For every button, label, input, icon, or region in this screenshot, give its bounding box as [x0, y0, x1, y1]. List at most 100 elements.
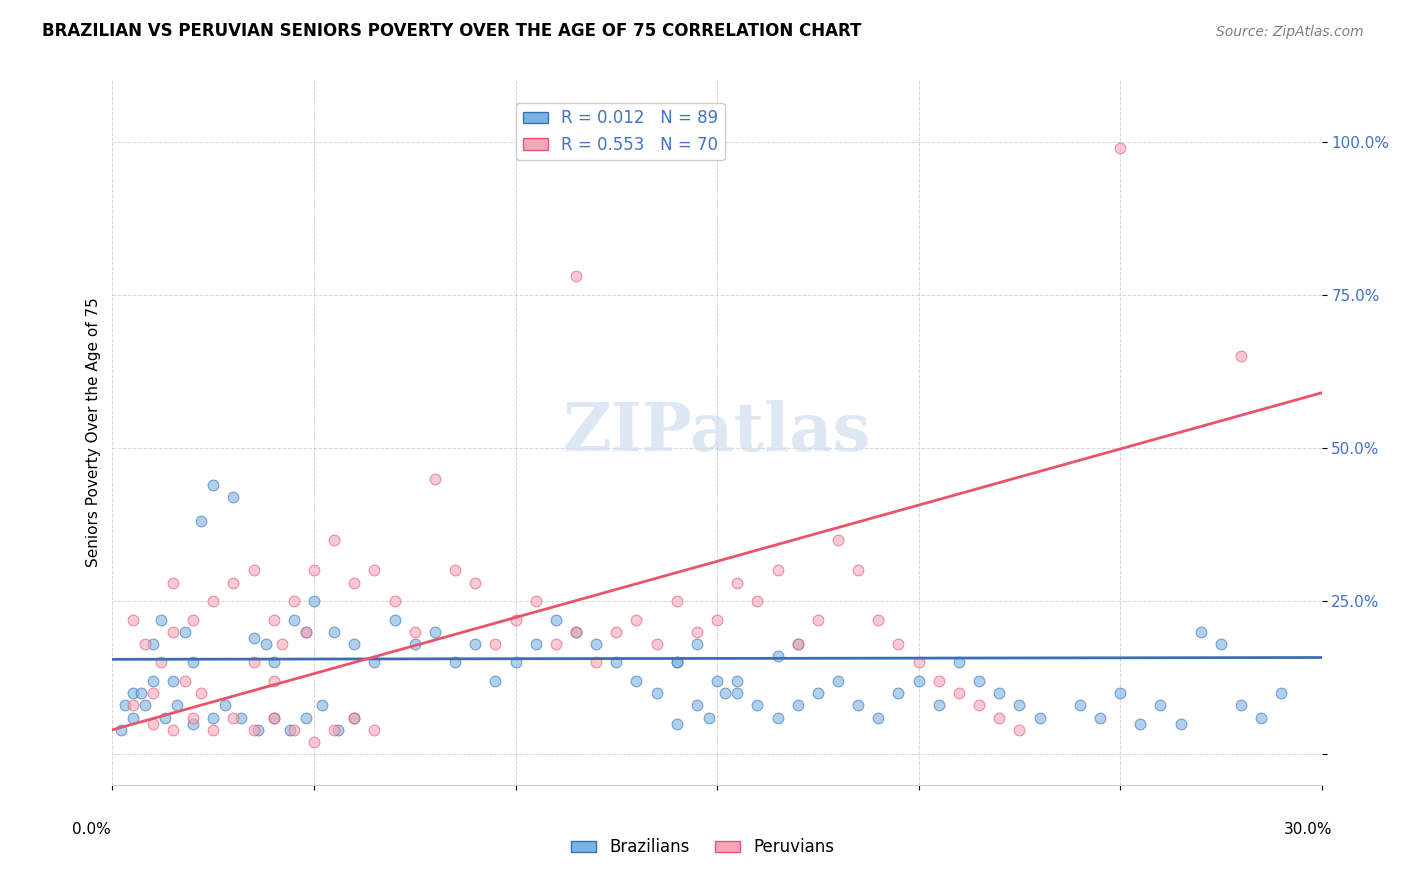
Point — [484, 637, 506, 651]
Point — [1109, 686, 1132, 700]
Point — [283, 594, 305, 608]
Point — [202, 710, 225, 724]
Point — [181, 656, 204, 670]
Point — [665, 716, 688, 731]
Point — [928, 698, 950, 713]
Point — [948, 686, 970, 700]
Text: 0.0%: 0.0% — [72, 822, 111, 837]
Point — [263, 710, 285, 724]
Point — [384, 594, 406, 608]
Point — [1088, 710, 1111, 724]
Point — [887, 637, 910, 651]
Point — [444, 564, 467, 578]
Point — [697, 710, 720, 724]
Point — [988, 686, 1011, 700]
Point — [907, 673, 929, 688]
Point — [295, 624, 318, 639]
Point — [242, 723, 264, 737]
Point — [988, 710, 1011, 724]
Legend: R = 0.012   N = 89, R = 0.553   N = 70: R = 0.012 N = 89, R = 0.553 N = 70 — [516, 103, 724, 161]
Point — [524, 594, 547, 608]
Point — [121, 686, 143, 700]
Point — [142, 637, 165, 651]
Point — [323, 723, 346, 737]
Y-axis label: Seniors Poverty Over the Age of 75: Seniors Poverty Over the Age of 75 — [86, 298, 101, 567]
Point — [423, 472, 446, 486]
Point — [142, 673, 165, 688]
Point — [565, 624, 588, 639]
Point — [907, 656, 929, 670]
Point — [1129, 716, 1152, 731]
Point — [202, 477, 225, 491]
Point — [1189, 624, 1212, 639]
Point — [190, 515, 212, 529]
Point — [311, 698, 333, 713]
Point — [1069, 698, 1091, 713]
Point — [766, 710, 789, 724]
Point — [190, 686, 212, 700]
Point — [786, 698, 808, 713]
Point — [363, 564, 385, 578]
Point — [505, 613, 527, 627]
Point — [242, 631, 264, 645]
Point — [846, 698, 869, 713]
Point — [423, 624, 446, 639]
Point — [665, 656, 688, 670]
Point — [404, 637, 426, 651]
Point — [174, 624, 197, 639]
Point — [404, 624, 426, 639]
Point — [384, 613, 406, 627]
Point — [827, 673, 849, 688]
Point — [786, 637, 808, 651]
Point — [295, 710, 318, 724]
Point — [1008, 723, 1031, 737]
Point — [585, 656, 607, 670]
Point — [786, 637, 808, 651]
Point — [605, 656, 627, 670]
Point — [162, 575, 184, 590]
Point — [222, 710, 245, 724]
Point — [263, 656, 285, 670]
Point — [766, 649, 789, 664]
Point — [142, 716, 165, 731]
Point — [121, 710, 143, 724]
Point — [302, 594, 325, 608]
Point — [142, 686, 165, 700]
Point — [686, 637, 709, 651]
Point — [343, 575, 366, 590]
Point — [263, 710, 285, 724]
Point — [887, 686, 910, 700]
Point — [149, 613, 172, 627]
Point — [110, 723, 132, 737]
Point — [665, 594, 688, 608]
Point — [464, 575, 486, 590]
Point — [484, 673, 506, 688]
Point — [323, 624, 346, 639]
Point — [665, 656, 688, 670]
Point — [181, 613, 204, 627]
Text: ZIPatlas: ZIPatlas — [562, 401, 872, 465]
Point — [565, 269, 588, 284]
Point — [363, 723, 385, 737]
Point — [246, 723, 269, 737]
Point — [444, 656, 467, 670]
Point — [464, 637, 486, 651]
Point — [626, 613, 648, 627]
Point — [725, 575, 748, 590]
Point — [202, 723, 225, 737]
Point — [524, 637, 547, 651]
Point — [868, 710, 890, 724]
Point — [827, 533, 849, 547]
Point — [1250, 710, 1272, 724]
Point — [928, 673, 950, 688]
Point — [706, 613, 728, 627]
Point — [134, 698, 156, 713]
Point — [283, 613, 305, 627]
Point — [222, 575, 245, 590]
Point — [343, 710, 366, 724]
Point — [706, 673, 728, 688]
Point — [1209, 637, 1232, 651]
Point — [605, 624, 627, 639]
Point — [231, 710, 253, 724]
Point — [645, 637, 668, 651]
